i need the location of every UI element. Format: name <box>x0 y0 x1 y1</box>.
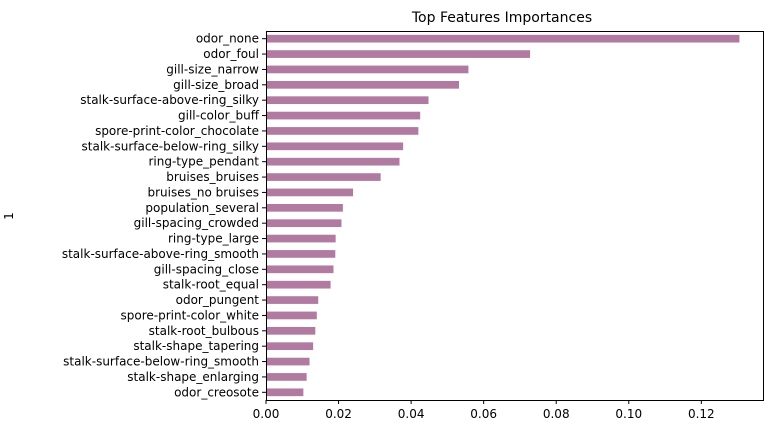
bar-stalk-root_bulbous <box>266 326 316 335</box>
bar-spore-print-color_chocolate <box>266 127 419 135</box>
chart-title: Top Features Importances <box>411 10 592 26</box>
bar-gill-spacing_close <box>266 265 334 274</box>
x-tick-label: 0.08 <box>543 407 570 421</box>
bar-population_several <box>266 203 343 212</box>
y-tick-label: stalk-surface-above-ring_smooth <box>62 247 259 261</box>
y-tick-label: gill-size_broad <box>173 78 259 92</box>
bar-ring-type_pendant <box>266 157 400 166</box>
y-tick-label: bruises_bruises <box>166 170 259 184</box>
x-tick-label: 0.04 <box>398 407 425 421</box>
y-tick-label: gill-size_narrow <box>166 62 259 76</box>
bar-gill-spacing_crowded <box>266 219 342 228</box>
x-tick-label: 0.10 <box>615 407 642 421</box>
y-tick-label: bruises_no bruises <box>147 185 259 199</box>
bar-bruises_bruises <box>266 173 381 181</box>
y-tick-label: odor_none <box>196 32 259 46</box>
y-tick-label: stalk-surface-below-ring_smooth <box>63 355 259 369</box>
plot-frame <box>266 31 764 401</box>
bar-ring-type_large <box>266 234 336 243</box>
bar-bruises_no bruises <box>266 188 354 197</box>
y-tick-label: odor_creosote <box>174 385 259 399</box>
y-tick-label: ring-type_pendant <box>148 155 259 169</box>
y-tick-label: gill-spacing_close <box>154 262 259 276</box>
bar-odor_foul <box>266 50 531 58</box>
y-tick-label: stalk-shape_enlarging <box>127 370 259 384</box>
x-tick-label: 0.02 <box>325 407 352 421</box>
x-tick-label: 0.06 <box>470 407 497 421</box>
bar-stalk-surface-below-ring_smooth <box>266 357 310 366</box>
bar-stalk-surface-below-ring_silky <box>266 142 404 151</box>
y-tick-label: odor_pungent <box>176 293 260 307</box>
bar-spore-print-color_white <box>266 311 317 320</box>
y-tick-label: stalk-surface-below-ring_silky <box>82 139 259 153</box>
bar-odor_pungent <box>266 296 319 304</box>
bar-stalk-shape_tapering <box>266 342 314 351</box>
bar-stalk-surface-above-ring_silky <box>266 96 429 105</box>
y-axis-label: 1 <box>2 212 16 220</box>
bars-group <box>266 34 740 397</box>
y-tick-label: odor_foul <box>203 47 259 61</box>
y-tick-label: stalk-surface-above-ring_silky <box>80 93 259 107</box>
y-tick-label: gill-color_buff <box>178 109 260 123</box>
x-tick-label: 0.12 <box>688 407 715 421</box>
bar-gill-color_buff <box>266 111 421 120</box>
bar-odor_none <box>266 34 740 43</box>
bar-odor_creosote <box>266 388 304 397</box>
y-tick-label: gill-spacing_crowded <box>134 216 259 230</box>
x-tick-label: 0.00 <box>253 407 280 421</box>
bar-stalk-surface-above-ring_smooth <box>266 250 336 258</box>
bar-gill-size_narrow <box>266 65 469 74</box>
bar-stalk-shape_enlarging <box>266 373 307 381</box>
bar-gill-size_broad <box>266 80 459 89</box>
bar-stalk-root_equal <box>266 280 331 289</box>
y-tick-label: stalk-root_bulbous <box>149 324 259 338</box>
x-axis-ticks: 0.00 0.02 0.04 0.06 0.08 0.10 0.12 <box>253 400 715 421</box>
y-tick-label: stalk-root_equal <box>163 278 259 292</box>
y-tick-label: spore-print-color_chocolate <box>95 124 259 138</box>
y-tick-label: ring-type_large <box>168 232 259 246</box>
y-tick-label: population_several <box>145 201 259 215</box>
y-tick-label: stalk-shape_tapering <box>133 339 259 353</box>
y-tick-label: spore-print-color_white <box>120 308 259 322</box>
